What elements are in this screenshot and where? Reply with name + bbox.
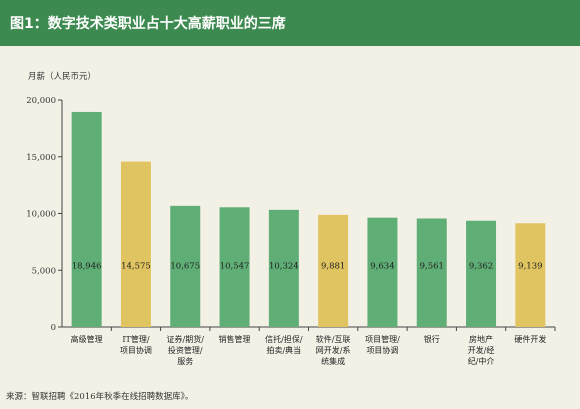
category-label: 项目管理/ (365, 334, 400, 344)
bar (268, 209, 299, 327)
category-label: 硬件开发 (514, 334, 546, 344)
chart-bars (71, 111, 546, 328)
y-tick-label: 10,000 (26, 210, 56, 220)
category-label: 开发/经 (468, 345, 495, 355)
value-label: 9,362 (469, 262, 493, 272)
bar (515, 223, 546, 327)
category-label: 服务 (177, 356, 193, 366)
value-label: 10,324 (269, 262, 299, 272)
category-label: 项目协调 (366, 345, 398, 355)
y-tick-label: 0 (51, 323, 56, 333)
category-label: 纪/中介 (468, 356, 495, 366)
category-label: 软件/互联 (316, 334, 351, 344)
bar (466, 220, 497, 327)
bar (71, 111, 102, 328)
category-label: 银行 (424, 334, 440, 344)
y-tick-label: 5,000 (32, 266, 56, 276)
chart-title: 图1：数字技术类职业占十大高薪职业的三席 (10, 16, 286, 32)
value-label: 9,634 (370, 262, 394, 272)
value-label: 9,881 (321, 262, 345, 272)
category-label: 投资管理/ (168, 345, 203, 355)
bar (170, 205, 201, 327)
bar (318, 214, 349, 327)
category-label: 项目协调 (120, 345, 152, 355)
bar (416, 218, 447, 327)
category-label: 网开发/系 (316, 345, 351, 355)
bar-chart: 月薪（人民币元） 0 5,000 10,000 15,000 20,000 18,946 高… (26, 71, 556, 366)
y-axis-label: 月薪（人民币元） (28, 71, 96, 82)
value-label: 9,139 (518, 262, 542, 272)
value-label: 10,547 (220, 262, 250, 272)
value-label: 9,561 (420, 262, 444, 272)
bar (219, 207, 250, 327)
category-label: IT管理/ (122, 334, 149, 344)
category-label: 证券/期货/ (167, 334, 205, 344)
y-tick-label: 15,000 (26, 153, 56, 163)
category-label: 拍卖/典当 (266, 345, 301, 355)
y-tick-label: 20,000 (26, 96, 56, 106)
bar (367, 217, 398, 327)
title-bar: 图1：数字技术类职业占十大高薪职业的三席 (0, 0, 580, 46)
chart-labels: 18,946 高级管理 14,575 IT管理/项目协调 10,675 证券/期货/投资管… (71, 262, 547, 366)
bar (120, 161, 151, 327)
source-note: 来源：智联招聘《2016年秋季在线招聘数据库》。 (6, 392, 194, 402)
value-label: 18,946 (72, 262, 102, 272)
category-label: 房地产 (469, 334, 493, 344)
value-label: 10,675 (170, 262, 200, 272)
category-label: 高级管理 (71, 334, 103, 344)
value-label: 14,575 (121, 262, 151, 272)
category-label: 信托/担保/ (265, 334, 303, 344)
category-label: 统集成 (321, 356, 345, 366)
category-label: 销售管理 (219, 334, 251, 344)
